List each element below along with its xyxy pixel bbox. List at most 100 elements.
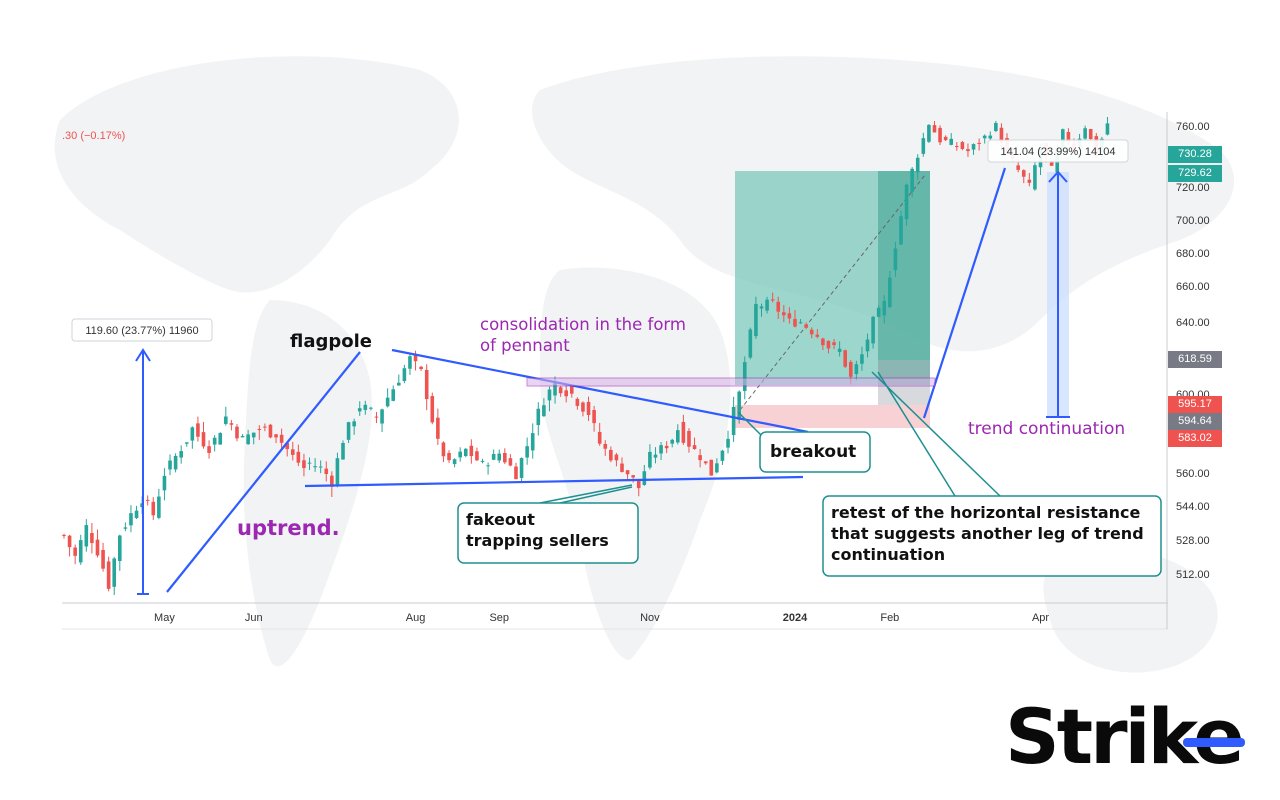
candle-body	[229, 423, 234, 425]
candle-body	[391, 389, 396, 401]
candle-body	[302, 460, 306, 469]
candle-body	[653, 454, 658, 458]
candle-body	[157, 496, 161, 518]
price-chip-0: 730.28	[1168, 146, 1222, 163]
candle-body	[530, 433, 535, 451]
candle-body	[854, 364, 859, 375]
candle-body	[218, 433, 223, 445]
candle-body	[413, 353, 418, 362]
candle-body	[346, 422, 351, 440]
candle-body	[207, 446, 211, 453]
candle-body	[586, 401, 591, 415]
candle-body	[436, 417, 440, 439]
logo-accent-icon	[1183, 738, 1245, 747]
candle-body	[363, 404, 368, 410]
y-tick-1: 528.00	[1176, 535, 1210, 547]
candle-body	[335, 458, 340, 486]
candle-body	[581, 402, 585, 412]
candle-body	[184, 442, 189, 444]
candle-body	[681, 421, 686, 443]
candle-body	[748, 329, 753, 358]
candle-body	[687, 430, 691, 447]
candle-body	[514, 466, 518, 480]
candle-body	[480, 460, 485, 462]
candle-body	[508, 458, 513, 466]
candle-body	[95, 539, 100, 556]
pennant-upper-line	[391, 348, 809, 434]
candle-body	[798, 322, 803, 324]
candle-body	[486, 465, 490, 467]
candle-body	[447, 452, 451, 461]
candle-body	[720, 450, 725, 461]
candle-body	[179, 451, 183, 458]
y-tick-2: 544.00	[1176, 501, 1210, 513]
candle-body	[101, 549, 105, 569]
measure-right: 141.04 (23.99%) 14104	[987, 139, 1129, 418]
candle-body	[134, 510, 139, 519]
candle-body	[664, 445, 669, 449]
candle-body	[67, 535, 72, 548]
candle-body	[910, 168, 914, 192]
candle-body	[631, 475, 635, 478]
price-chip-5: 583.02	[1168, 430, 1222, 447]
candle-body	[770, 299, 775, 301]
candle-body	[592, 410, 596, 424]
candle-body	[307, 462, 312, 464]
candle-body	[575, 398, 580, 406]
candle-body	[151, 501, 156, 516]
price-chip-2: 618.59	[1168, 351, 1222, 368]
candle-body	[915, 157, 920, 173]
candle-body	[369, 407, 373, 409]
candle-body	[742, 362, 747, 391]
candle-body	[999, 127, 1004, 144]
candle-body	[860, 354, 864, 364]
candle-body	[408, 356, 412, 369]
candle-body	[162, 475, 167, 491]
candle-body	[463, 448, 468, 456]
x-tick-sep: Sep	[489, 612, 509, 624]
candle-body	[263, 426, 267, 428]
candle-body	[285, 442, 289, 450]
pattern-lines	[166, 167, 1007, 593]
candle-body	[871, 316, 875, 344]
candle-body	[1016, 165, 1020, 170]
x-tick-feb: Feb	[880, 612, 899, 624]
pennant-lower-line	[304, 475, 804, 488]
candle-body	[569, 385, 574, 394]
candle-body	[938, 127, 942, 143]
candle-body	[257, 429, 262, 431]
candle-body	[603, 443, 608, 449]
candle-body	[776, 301, 781, 312]
x-tick-jun: Jun	[245, 612, 263, 624]
candle-body	[848, 361, 853, 377]
candle-body	[424, 369, 429, 400]
candle-body	[597, 431, 602, 444]
candle-body	[397, 382, 401, 386]
candle-body	[536, 408, 541, 426]
candle-body	[441, 442, 446, 457]
candle-body	[977, 142, 981, 144]
candle-body	[782, 312, 786, 316]
consolidation-label: consolidation in the form of pennant	[480, 315, 687, 355]
x-tick-2024: 2024	[783, 612, 808, 624]
candle-body	[341, 442, 345, 460]
candle-body	[893, 248, 898, 271]
breakout-callout: breakout	[737, 411, 871, 473]
candle-body	[698, 455, 702, 461]
candle-body	[826, 340, 831, 349]
candle-body	[971, 144, 976, 150]
stop-zone	[735, 405, 930, 428]
y-tick-8: 660.00	[1176, 281, 1210, 293]
candle-body	[670, 439, 675, 444]
candle-body	[949, 138, 954, 145]
candle-body	[380, 409, 384, 424]
candle-body	[564, 390, 568, 397]
candle-body	[837, 348, 842, 352]
x-axis: May Jun Aug Sep Nov 2024 Feb Apr	[154, 612, 1049, 624]
candle-body	[274, 434, 278, 438]
retest-callout: retest of the horizontal resistance that…	[822, 371, 1162, 577]
position-path	[739, 174, 926, 411]
candle-body	[921, 138, 926, 154]
candle-body	[330, 475, 334, 487]
